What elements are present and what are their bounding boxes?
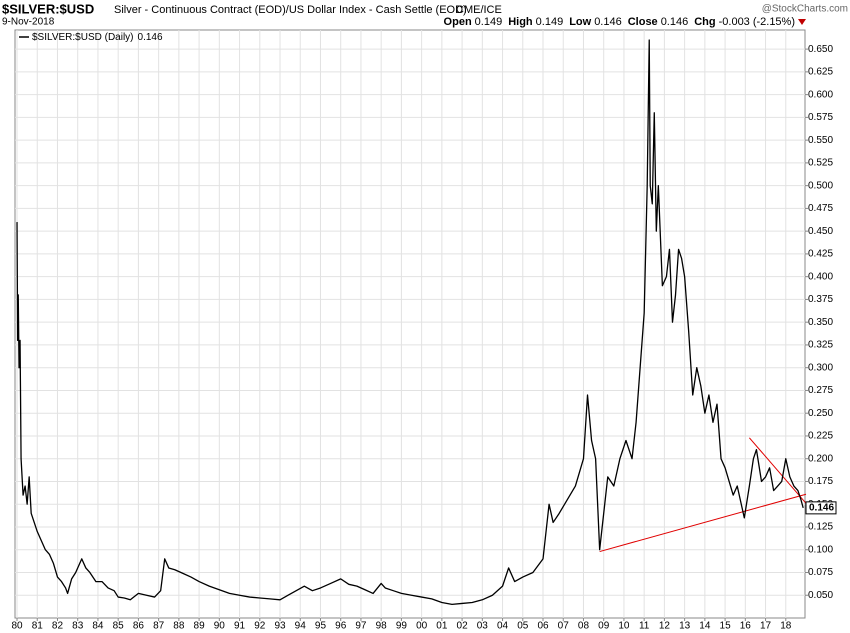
plot-frame bbox=[14, 29, 806, 619]
y-tick-label: 0.550 bbox=[808, 135, 833, 146]
y-tick-label: 0.125 bbox=[808, 522, 833, 533]
x-tick-label: 16 bbox=[740, 621, 752, 632]
x-tick-label: 01 bbox=[436, 621, 448, 632]
legend-last: 0.146 bbox=[138, 32, 163, 43]
labels: 80 81 82 83 84 85 86 87 88 89 90 91 92 93 94 95 96 97 98 99… bbox=[11, 32, 837, 632]
chart-subtitle: Silver - Continuous Contract (EOD)/US Do… bbox=[114, 4, 467, 16]
x-tick-label: 05 bbox=[517, 621, 529, 632]
x-tick-label: 07 bbox=[558, 621, 570, 632]
x-tick-label: 02 bbox=[457, 621, 469, 632]
last-value-box bbox=[805, 501, 837, 515]
quote-value: 0.146 bbox=[661, 16, 689, 28]
y-tick-label: 0.300 bbox=[808, 362, 833, 373]
quote-label: High bbox=[508, 16, 533, 28]
x-tick-label: 15 bbox=[720, 621, 732, 632]
quote-value: 0.149 bbox=[536, 16, 564, 28]
x-tick-label: 95 bbox=[315, 621, 327, 632]
x-tick-label: 14 bbox=[699, 621, 711, 632]
x-tick-label: 96 bbox=[335, 621, 347, 632]
y-tick-label: 0.650 bbox=[808, 44, 833, 55]
x-tick-label: 00 bbox=[416, 621, 428, 632]
grid bbox=[15, 30, 808, 621]
watermark: @StockCharts.com bbox=[762, 4, 848, 15]
y-tick-label: 0.225 bbox=[808, 431, 833, 442]
x-tick-label: 83 bbox=[72, 621, 84, 632]
x-tick-label: 18 bbox=[780, 621, 792, 632]
quote-value: 0.149 bbox=[475, 16, 503, 28]
x-tick-label: 17 bbox=[760, 621, 772, 632]
x-tick-label: 91 bbox=[234, 621, 246, 632]
last-value-label: 0.146 bbox=[809, 503, 834, 514]
price-line bbox=[16, 39, 804, 605]
y-tick-label: 0.100 bbox=[808, 544, 833, 555]
y-tick-label: 0.575 bbox=[808, 112, 833, 123]
marks bbox=[16, 39, 807, 605]
y-tick-label: 0.375 bbox=[808, 294, 833, 305]
x-tick-label: 84 bbox=[92, 621, 104, 632]
legend-entry: $SILVER:$USD (Daily) 0.146 bbox=[32, 32, 163, 43]
x-tick-label: 04 bbox=[497, 621, 509, 632]
y-tick-label: 0.350 bbox=[808, 317, 833, 328]
x-tick-label: 11 bbox=[639, 621, 650, 632]
x-tick-label: 85 bbox=[113, 621, 125, 632]
down-arrow bbox=[798, 19, 806, 25]
y-tick-label: 0.250 bbox=[808, 408, 833, 419]
x-tick-label: 09 bbox=[598, 621, 610, 632]
x-tick-label: 97 bbox=[355, 621, 367, 632]
y-tick-label: 0.075 bbox=[808, 567, 833, 578]
x-tick-label: 93 bbox=[274, 621, 286, 632]
date: 9-Nov-2018 bbox=[2, 17, 55, 28]
y-tick-label: 0.175 bbox=[808, 476, 833, 487]
y-tick-label: 0.450 bbox=[808, 226, 833, 237]
trendline bbox=[599, 493, 807, 553]
y-tick-label: 0.600 bbox=[808, 89, 833, 100]
quote: Open 0.149 High 0.149 Low 0.146 Close 0.146 Chg -… bbox=[444, 16, 795, 28]
legend-name: $SILVER:$USD (Daily) bbox=[32, 32, 134, 43]
y-tick-label: 0.425 bbox=[808, 249, 833, 260]
chart-title: $SILVER:$USD bbox=[2, 1, 94, 16]
quote-label: Chg bbox=[694, 16, 715, 28]
quote-value: 0.146 bbox=[594, 16, 622, 28]
quote-label: Close bbox=[628, 16, 658, 28]
x-tick-label: 10 bbox=[618, 621, 630, 632]
y-tick-label: 0.325 bbox=[808, 340, 833, 351]
x-tick-label: 89 bbox=[194, 621, 206, 632]
y-tick-label: 0.475 bbox=[808, 203, 833, 214]
x-tick-label: 81 bbox=[32, 621, 44, 632]
x-tick-label: 94 bbox=[295, 621, 307, 632]
x-tick-label: 99 bbox=[396, 621, 408, 632]
x-tick-label: 98 bbox=[376, 621, 388, 632]
x-tick-label: 12 bbox=[659, 621, 671, 632]
x-tick-label: 90 bbox=[214, 621, 226, 632]
x-tick-label: 92 bbox=[254, 621, 266, 632]
x-tick-label: 80 bbox=[11, 621, 23, 632]
x-tick-label: 08 bbox=[578, 621, 590, 632]
y-tick-label: 0.625 bbox=[808, 67, 833, 78]
trendline bbox=[748, 437, 807, 504]
y-tick-label: 0.500 bbox=[808, 180, 833, 191]
x-tick-label: 88 bbox=[173, 621, 185, 632]
quote-label: Low bbox=[569, 16, 591, 28]
y-tick-label: 0.400 bbox=[808, 271, 833, 282]
y-tick-label: 0.525 bbox=[808, 158, 833, 169]
x-tick-label: 86 bbox=[133, 621, 145, 632]
quote-value: -0.003 bbox=[719, 16, 750, 28]
x-tick-label: 03 bbox=[477, 621, 489, 632]
y-tick-label: 0.050 bbox=[808, 590, 833, 601]
x-tick-label: 06 bbox=[537, 621, 549, 632]
y-tick-label: 0.200 bbox=[808, 453, 833, 464]
exchange: CME/ICE bbox=[456, 4, 502, 16]
x-tick-label: 13 bbox=[679, 621, 691, 632]
x-tick-label: 82 bbox=[52, 621, 64, 632]
x-tick-label: 87 bbox=[153, 621, 165, 632]
quote-label: Open bbox=[444, 16, 472, 28]
quote-pct: (-2.15%) bbox=[753, 16, 795, 28]
y-tick-label: 0.275 bbox=[808, 385, 833, 396]
